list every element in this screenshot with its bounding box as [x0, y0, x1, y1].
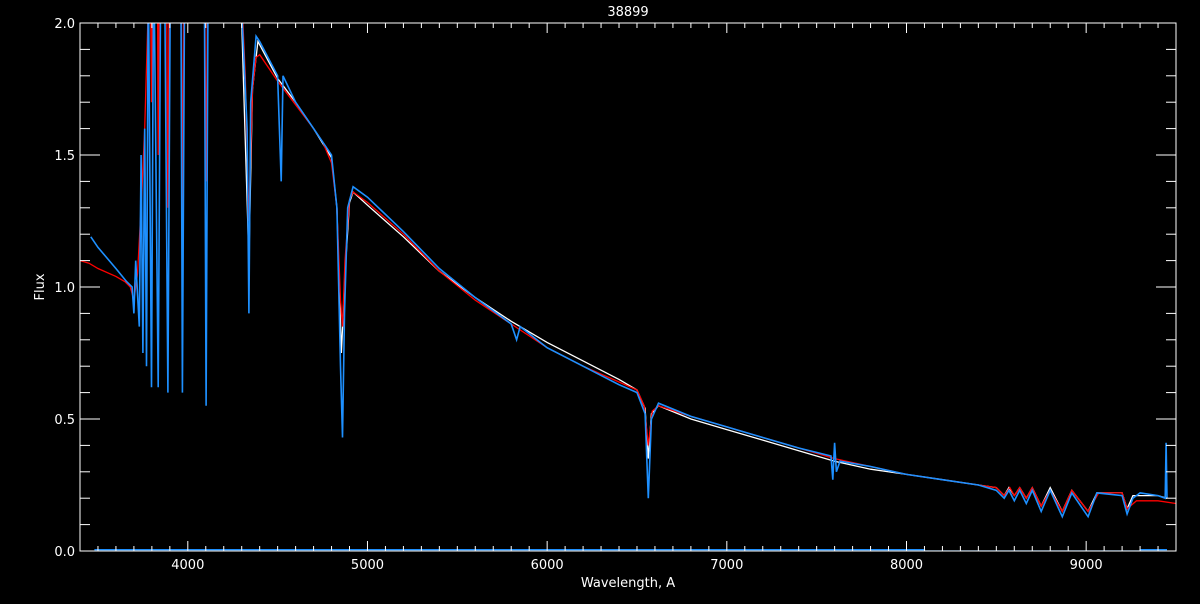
y-tick-label: 0.5: [54, 413, 75, 428]
y-tick-label: 1.5: [54, 149, 75, 164]
x-tick-label: 6000: [531, 558, 564, 573]
x-tick-label: 5000: [351, 558, 384, 573]
x-tick-label: 9000: [1070, 558, 1103, 573]
chart-title: 38899: [607, 5, 648, 20]
axes-layer: 4000 5000 6000 7000 8000 9000 0.0 0.5 1.0 1.5 2.0: [54, 17, 1177, 573]
series-line-2: [90, 23, 1168, 519]
x-tick-label: 4000: [171, 558, 204, 573]
x-tick-label: 8000: [890, 558, 923, 573]
y-tick-label: 1.0: [54, 281, 75, 296]
series-layer: [80, 23, 1176, 551]
y-tick-label: 2.0: [54, 17, 75, 32]
series-line-0: [241, 23, 1168, 513]
x-axis-label: Wavelength, A: [581, 576, 675, 591]
y-axis-label: Flux: [33, 273, 48, 300]
series-line-3: [94, 549, 1167, 551]
y-tick-label: 0.0: [54, 545, 75, 560]
x-tick-label: 7000: [710, 558, 743, 573]
